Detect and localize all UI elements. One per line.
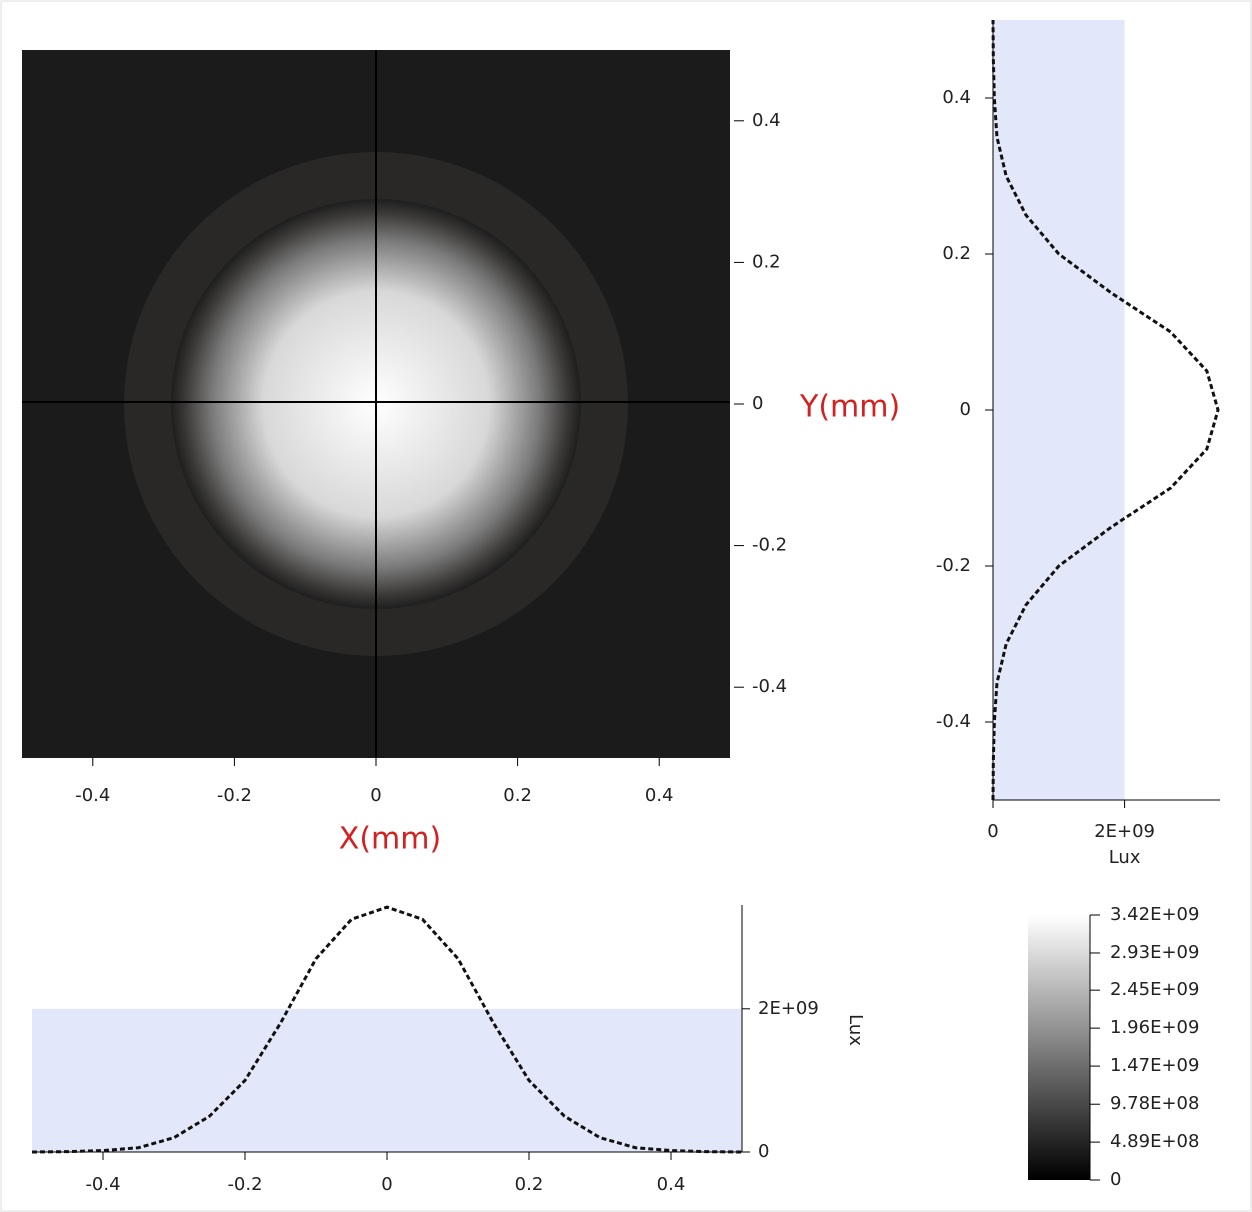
colorbar-tick-label: 1.96E+09 (1110, 1017, 1199, 1038)
colorbar-tick-label: 1.47E+09 (1110, 1055, 1199, 1076)
y-tick-label: 0 (752, 393, 763, 414)
y-axis-label: Y(mm) (799, 390, 900, 425)
colorbar-tick-label: 0 (1110, 1169, 1121, 1190)
colorbar-tick-label: 3.42E+09 (1110, 904, 1199, 925)
x-tick-label: -0.4 (85, 1174, 120, 1195)
y-tick-label: 0.2 (752, 251, 781, 272)
y-tick-label: -0.4 (752, 676, 787, 697)
x-tick-label: -0.2 (217, 785, 252, 806)
x-tick-label: 0 (381, 1174, 392, 1195)
x-axis-label: X(mm) (339, 822, 441, 857)
y-tick-label: 0.4 (942, 87, 971, 108)
profile-line (991, 19, 1220, 801)
y-tick-label: 0.4 (752, 110, 781, 131)
band (32, 1008, 742, 1152)
x-tick-label: 0 (987, 821, 998, 842)
x-tick-label: 0 (370, 785, 381, 806)
colorbar-tick-label: 4.89E+08 (1110, 1131, 1199, 1152)
colorbar-tick-label: 2.45E+09 (1110, 979, 1199, 1000)
y-tick-label: 0 (758, 1141, 769, 1162)
profile-line (31, 905, 743, 1154)
x-tick-label: 0.2 (503, 785, 532, 806)
x-axis-label: Lux (1109, 847, 1141, 868)
colorbar-tick-label: 2.93E+09 (1110, 942, 1199, 963)
y-tick-label: -0.2 (752, 535, 787, 556)
colorbar (1028, 915, 1090, 1180)
x-tick-label: 0.2 (515, 1174, 544, 1195)
y-tick-label: -0.4 (936, 711, 971, 732)
y-axis-label: Lux (845, 1014, 866, 1046)
y-tick-label: 0.2 (942, 243, 971, 264)
y-tick-label: -0.2 (936, 555, 971, 576)
x-tick-label: 0.4 (645, 785, 674, 806)
y-tick-label: 0 (960, 399, 971, 420)
x-tick-label: 0.4 (657, 1174, 686, 1195)
colorbar-tick-label: 9.78E+08 (1110, 1093, 1199, 1114)
x-tick-label: 2E+09 (1094, 821, 1155, 842)
y-tick-label: 2E+09 (758, 998, 819, 1019)
x-tick-label: -0.4 (75, 785, 110, 806)
band (993, 20, 1125, 800)
x-tick-label: -0.2 (227, 1174, 262, 1195)
